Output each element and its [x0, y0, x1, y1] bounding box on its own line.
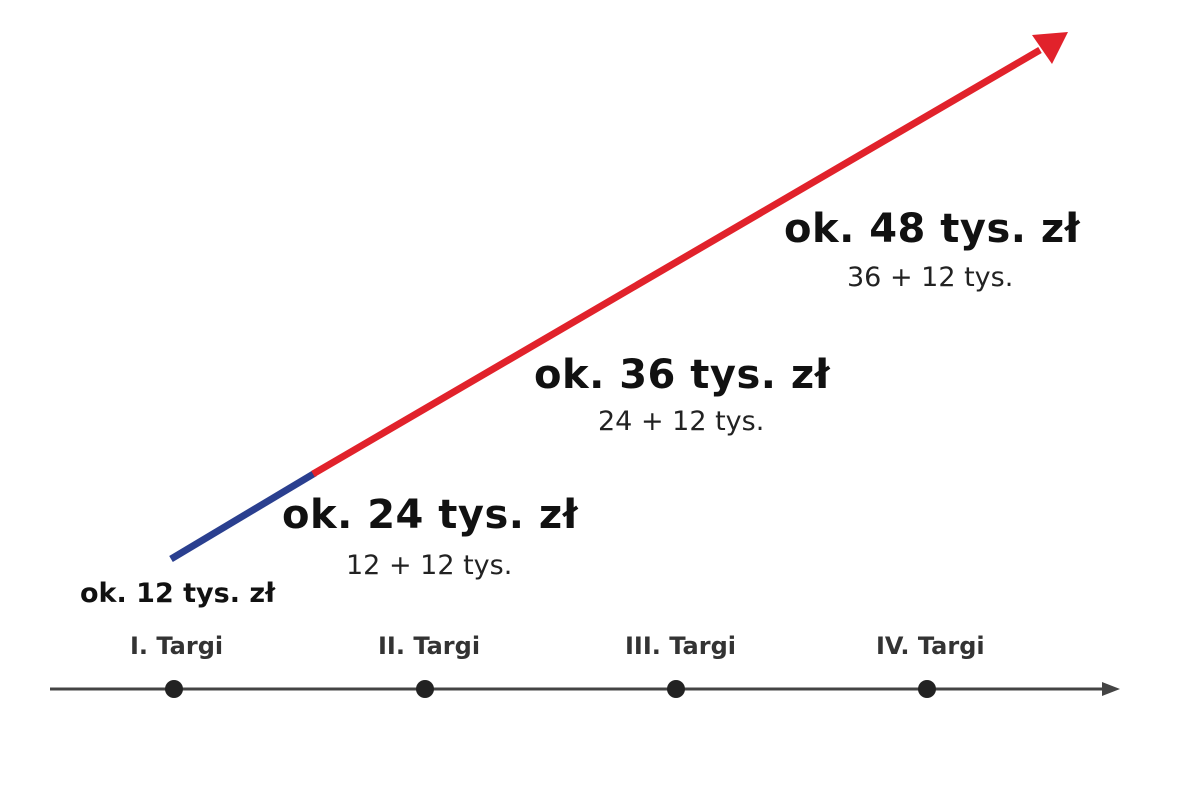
timeline-arrowhead — [1102, 682, 1120, 696]
growth-arrow-red — [311, 46, 1042, 478]
stage-label-1: I. Targi — [130, 632, 224, 660]
milestone-3-amount: ok. 48 tys. zł — [784, 206, 1081, 252]
milestone-1-breakdown: 12 + 12 tys. — [346, 550, 513, 581]
stage-label-2: II. Targi — [378, 632, 481, 660]
milestone-1-amount: ok. 24 tys. zł — [282, 492, 579, 538]
timeline-dot-1 — [165, 680, 183, 698]
timeline-dot-4 — [918, 680, 936, 698]
growth-line-blue — [169, 469, 317, 563]
stage-label-4: IV. Targi — [876, 632, 985, 660]
start-amount-label: ok. 12 tys. zł — [80, 578, 276, 609]
stage-label-3: III. Targi — [625, 632, 736, 660]
timeline-dot-3 — [667, 680, 685, 698]
milestone-2-amount: ok. 36 tys. zł — [534, 352, 831, 398]
timeline-dot-2 — [416, 680, 434, 698]
milestone-2-breakdown: 24 + 12 tys. — [598, 406, 765, 437]
milestone-3-breakdown: 36 + 12 tys. — [847, 262, 1014, 293]
growth-arrowhead — [1032, 32, 1068, 64]
